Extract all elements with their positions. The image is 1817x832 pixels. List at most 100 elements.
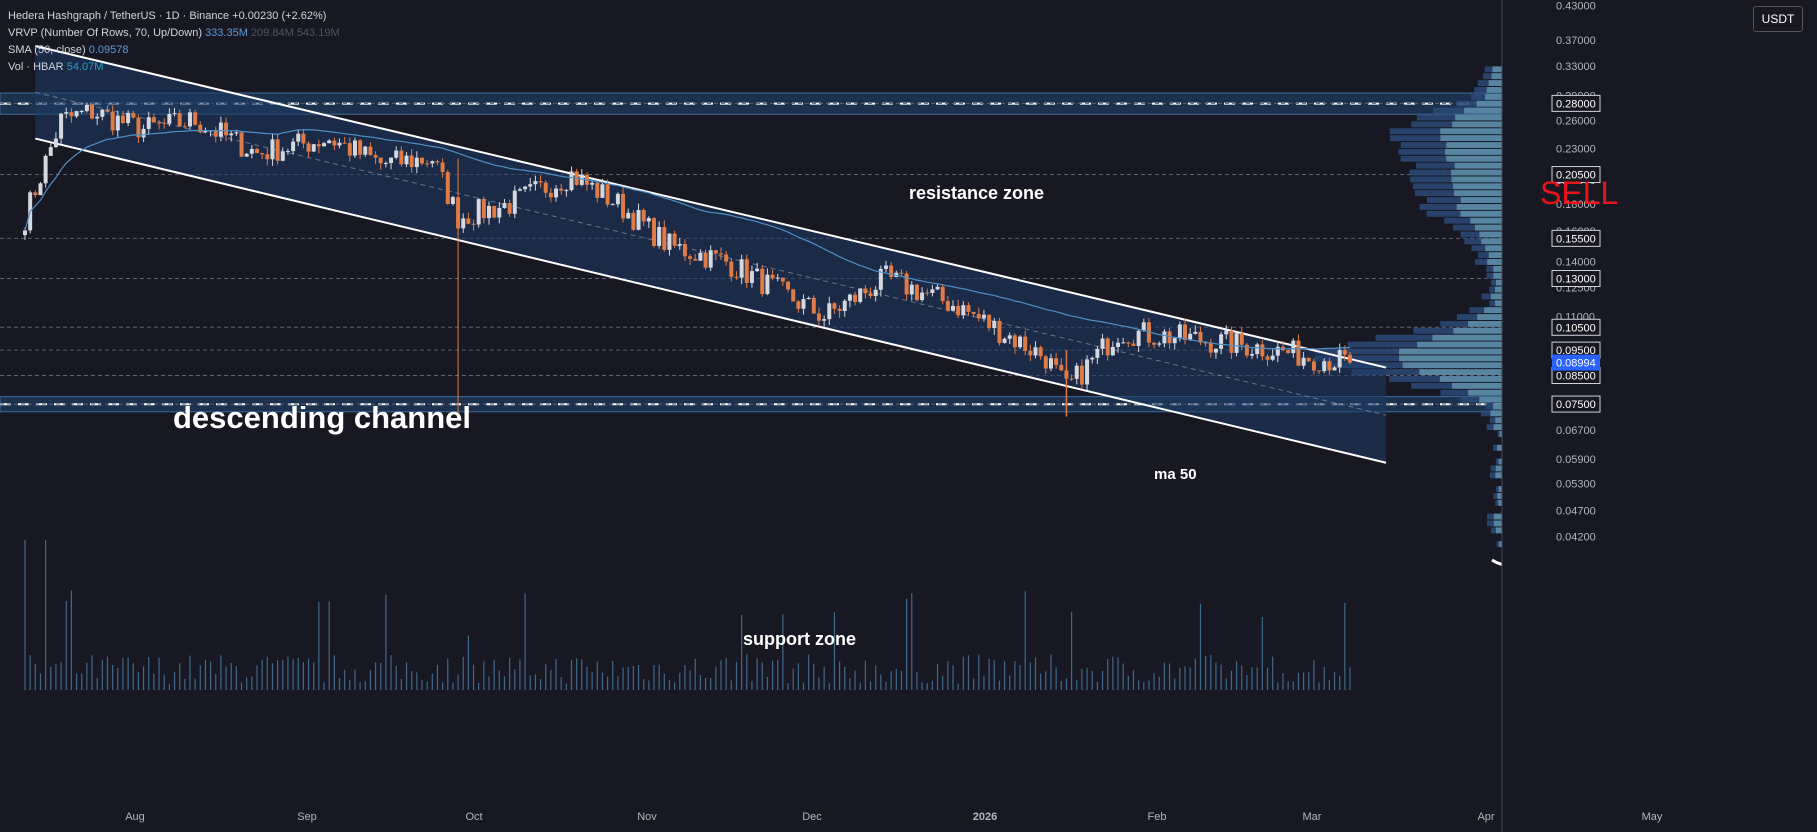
volume-profile-row-up	[1468, 320, 1502, 327]
candle	[234, 132, 239, 134]
candle	[249, 148, 254, 154]
vrvp-label[interactable]: VRVP (Number Of Rows, 70, Up/Down)	[8, 27, 202, 39]
candle	[811, 297, 816, 314]
volume-profile-row-up	[1452, 121, 1502, 128]
candle	[1296, 340, 1301, 366]
y-tick-label: 0.14000	[1556, 257, 1596, 269]
candle	[218, 122, 223, 137]
candle	[69, 112, 74, 117]
candle	[95, 116, 100, 119]
candle	[43, 155, 48, 184]
candle	[1239, 333, 1244, 345]
candle	[167, 113, 172, 124]
candle	[1162, 331, 1167, 344]
symbol-title[interactable]: Hedera Hashgraph / TetherUS · 1D · Binan…	[8, 10, 230, 22]
candle	[832, 303, 837, 309]
candle	[291, 141, 296, 152]
volume-profile-row-up	[1451, 169, 1502, 176]
y-tick-label: 0.26000	[1556, 115, 1596, 127]
candle	[904, 273, 909, 295]
candle	[1311, 361, 1316, 371]
candle	[1317, 370, 1322, 372]
candle	[806, 297, 811, 300]
volume-profile-row-up	[1488, 80, 1502, 87]
volume-profile-row-up	[1460, 197, 1502, 203]
candle	[435, 161, 440, 163]
candle	[1038, 347, 1043, 357]
candle	[1188, 333, 1193, 340]
candle	[873, 289, 878, 296]
volume-profile-row-up	[1451, 176, 1502, 183]
candle	[1157, 343, 1162, 345]
candle	[528, 184, 533, 187]
candle	[729, 261, 734, 277]
candle	[538, 181, 543, 183]
candle	[543, 182, 548, 193]
candle	[786, 281, 791, 290]
vol-label[interactable]: Vol · HBAR	[8, 61, 64, 73]
candle	[744, 259, 749, 283]
candle	[74, 111, 79, 117]
candle	[347, 143, 352, 156]
candle	[961, 305, 966, 316]
volume-profile-row-up	[1495, 472, 1502, 479]
y-tick-label: 0.04700	[1556, 506, 1596, 518]
volume-profile-row-up	[1479, 231, 1502, 238]
volume-profile-row-up	[1468, 389, 1502, 396]
candle	[1255, 344, 1260, 355]
volume-profile-row-up	[1486, 87, 1502, 93]
candle	[285, 151, 290, 153]
volume-profile-row-up	[1490, 410, 1502, 417]
volume-profile-row-up	[1493, 272, 1502, 279]
candle	[90, 104, 95, 119]
candle	[64, 112, 69, 114]
volume-profile-row-up	[1460, 210, 1502, 217]
candle	[425, 163, 430, 165]
legend: Hedera Hashgraph / TetherUS · 1D · Binan…	[8, 8, 340, 76]
candle	[615, 193, 620, 205]
volume-profile-row-up	[1481, 238, 1502, 245]
candle	[1213, 348, 1218, 353]
y-tick-label: 0.37000	[1556, 35, 1596, 47]
candle	[605, 184, 610, 205]
candle	[698, 252, 703, 261]
descending-channel-label: descending channel	[173, 400, 472, 435]
volume-profile-row-up	[1446, 142, 1502, 148]
candle	[157, 122, 162, 124]
volume-profile-row-up	[1455, 114, 1502, 121]
channel-upper-line	[35, 45, 1387, 369]
level-tag-label: 0.08500	[1556, 370, 1596, 382]
candle	[734, 276, 739, 278]
level-tag	[1551, 229, 1601, 247]
candle	[260, 153, 265, 155]
current-price-tag	[1552, 354, 1600, 371]
volume-profile-row-up	[1498, 458, 1502, 465]
candle	[755, 268, 760, 272]
candle	[1183, 324, 1188, 340]
candle	[1152, 342, 1157, 345]
volume-profile-row-up	[1493, 520, 1502, 527]
candle	[548, 192, 553, 198]
candle	[1131, 343, 1136, 346]
candle	[105, 109, 110, 112]
candle	[1198, 331, 1203, 343]
sma-label[interactable]: SMA (50, close)	[8, 44, 86, 56]
x-tick-label: 2026	[973, 811, 997, 823]
candle	[1322, 361, 1327, 372]
candle	[847, 294, 852, 301]
volume-profile-row-up	[1419, 369, 1502, 376]
candle	[255, 148, 260, 154]
volume-profile-row-up	[1451, 382, 1502, 389]
candle	[1286, 350, 1291, 354]
currency-button[interactable]: USDT	[1753, 6, 1803, 32]
candle	[327, 140, 332, 144]
candle	[1023, 336, 1028, 351]
volume-profile-row-up	[1495, 527, 1502, 534]
candle	[1260, 344, 1265, 357]
candle	[662, 227, 667, 250]
candle	[332, 140, 337, 146]
candle	[667, 233, 672, 250]
candle	[554, 188, 559, 198]
candle	[301, 133, 306, 144]
